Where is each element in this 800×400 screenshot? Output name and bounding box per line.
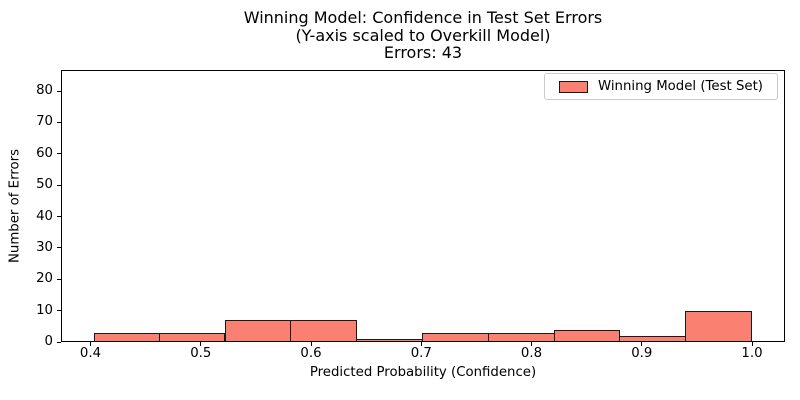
- x-tick-label-2: 0.6: [300, 346, 322, 361]
- y-tick-label-0: 0: [44, 334, 53, 349]
- y-tick-label-8: 80: [36, 83, 53, 98]
- y-tick-mark-1: [57, 310, 61, 312]
- histogram-bar-9: [685, 310, 752, 342]
- histogram-bar-6: [487, 332, 555, 342]
- histogram-bar-0: [93, 332, 160, 342]
- y-tick-label-7: 70: [36, 114, 53, 130]
- y-axis-label: Number of Errors: [7, 148, 23, 264]
- x-tick-mark-1: [200, 342, 202, 346]
- y-tick-label-5: 50: [36, 177, 53, 193]
- y-tick-label-3: 30: [36, 239, 53, 255]
- x-tick-mark-2: [310, 342, 312, 346]
- x-tick-label-5: 0.9: [631, 346, 653, 361]
- legend-label: Winning Model (Test Set): [598, 79, 763, 94]
- y-tick-label-6: 60: [36, 145, 53, 161]
- legend-swatch-winning-model: [559, 80, 588, 93]
- y-tick-mark-5: [57, 184, 61, 186]
- x-tick-label-4: 0.8: [520, 346, 543, 361]
- histogram-bar-2: [224, 320, 292, 342]
- y-tick-mark-4: [57, 216, 61, 217]
- x-tick-label-0: 0.4: [79, 346, 102, 361]
- histogram-bar-5: [421, 332, 489, 342]
- x-tick-mark-3: [420, 342, 422, 346]
- chart-title-line-2: (Y-axis scaled to Overkill Model): [295, 25, 551, 45]
- legend: Winning Model (Test Set): [544, 73, 778, 100]
- histogram-bar-4: [356, 338, 423, 342]
- x-tick-label-1: 0.5: [190, 346, 212, 361]
- x-axis-label: Predicted Probability (Confidence): [309, 365, 537, 380]
- histogram-bar-3: [290, 320, 358, 342]
- histogram-bar-1: [158, 332, 226, 342]
- y-tick-label-2: 20: [36, 271, 53, 287]
- bars-layer: [61, 70, 785, 342]
- x-tick-mark-0: [90, 342, 91, 346]
- y-tick-mark-8: [57, 90, 61, 92]
- x-tick-mark-4: [531, 342, 532, 346]
- x-tick-mark-6: [751, 342, 753, 346]
- y-tick-mark-7: [57, 121, 61, 123]
- y-tick-mark-0: [57, 341, 61, 343]
- histogram-bar-7: [553, 329, 621, 342]
- chart-title-line-3: Errors: 43: [383, 43, 463, 62]
- y-tick-mark-3: [57, 247, 61, 249]
- x-tick-label-6: 1.0: [741, 346, 763, 361]
- y-tick-label-4: 40: [36, 208, 53, 224]
- x-tick-mark-5: [641, 342, 643, 346]
- plot-area: Winning Model (Test Set): [61, 70, 785, 342]
- x-tick-label-3: 0.7: [410, 346, 432, 361]
- y-tick-mark-6: [57, 153, 61, 155]
- chart-title: Winning Model: Confidence in Test Set Er…: [61, 9, 785, 62]
- y-tick-mark-2: [57, 278, 61, 280]
- chart-title-line-1: Winning Model: Confidence in Test Set Er…: [243, 8, 603, 27]
- y-tick-label-1: 10: [36, 302, 53, 318]
- histogram-bar-8: [619, 335, 687, 342]
